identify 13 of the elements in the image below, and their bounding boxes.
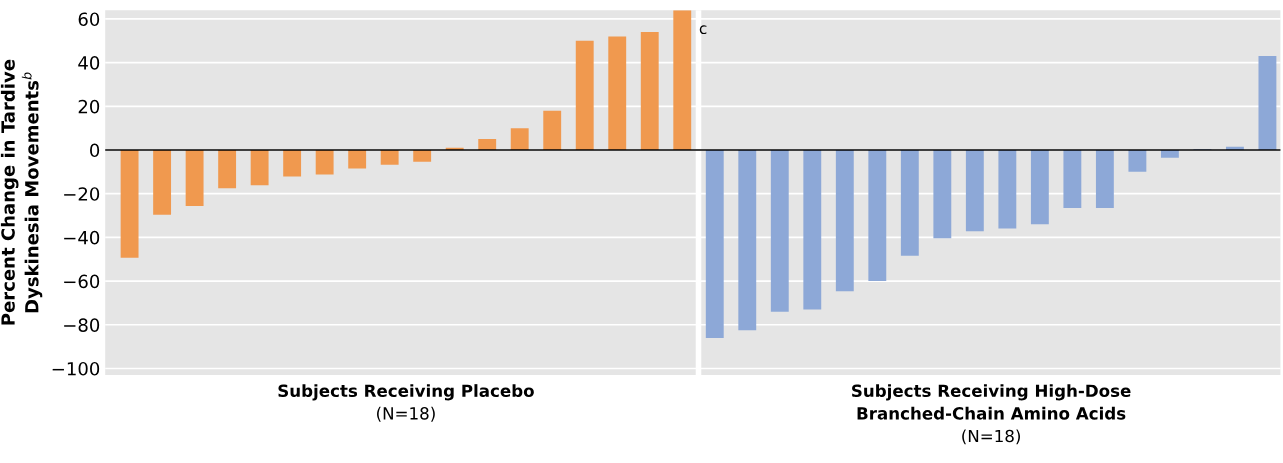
y-tick-label: −40 <box>64 230 100 245</box>
y-tick-label: 0 <box>90 143 100 158</box>
annotation: c <box>699 25 707 35</box>
y-tick-label: −100 <box>52 361 100 376</box>
y-axis-title: Percent Change in Tardive Dyskinesia Movements$^{b}$ <box>0 59 43 325</box>
y-tick-label: 40 <box>78 56 100 70</box>
y-tick-label: 20 <box>78 99 100 114</box>
y-tick-label: −80 <box>64 318 100 332</box>
text: Subjects Receiving Placebo (N=18) <box>278 384 534 422</box>
y-tick-label: 60 <box>78 12 100 27</box>
y-tick-label: −20 <box>64 187 100 201</box>
text: Subjects Receiving High-Dose Branched-Chain Amino Acids (N=18) <box>852 384 1131 445</box>
y-tick-label: −60 <box>64 274 100 289</box>
